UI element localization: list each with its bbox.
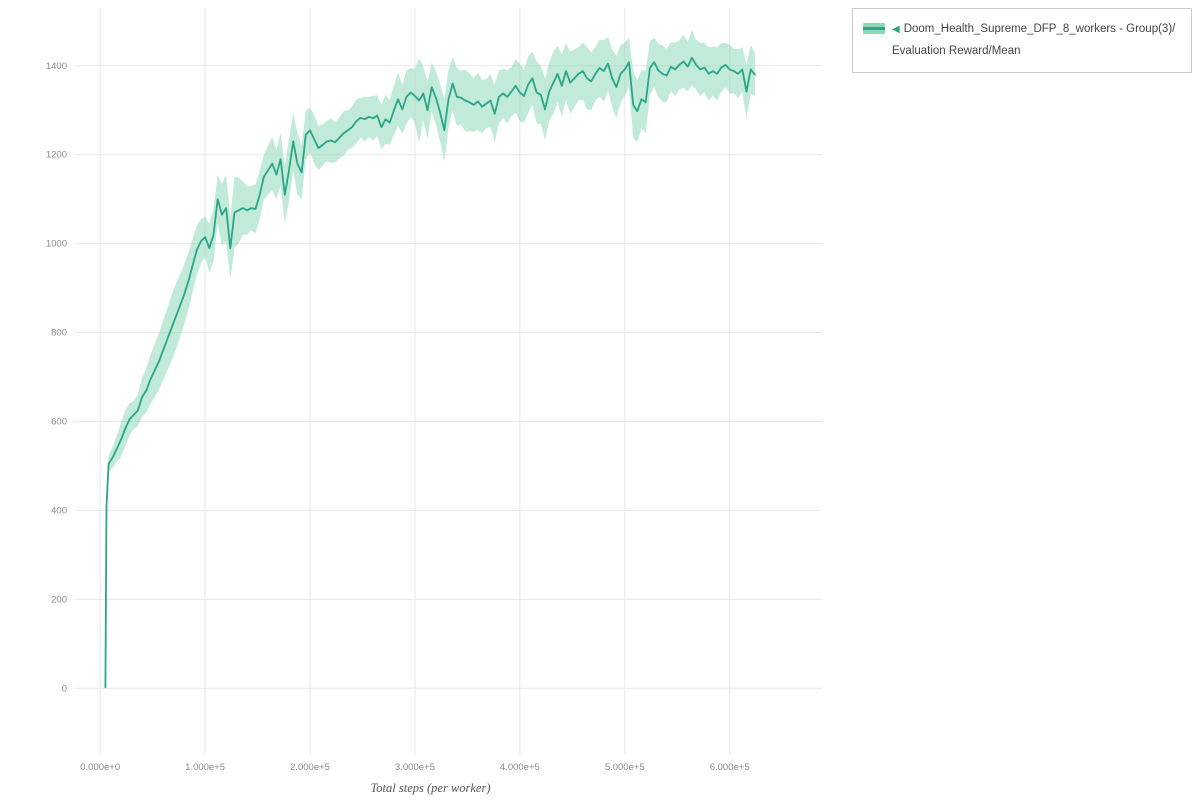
svg-text:400: 400 (51, 505, 67, 516)
svg-text:0.000e+0: 0.000e+0 (80, 762, 120, 773)
svg-text:1400: 1400 (46, 61, 67, 72)
legend-label: ◀ Doom_Health_Supreme_DFP_8_workers - Gro… (892, 18, 1181, 63)
legend-swatch-line-icon (863, 27, 885, 30)
legend-label-text: Doom_Health_Supreme_DFP_8_workers - Grou… (892, 23, 1176, 58)
series-band (105, 30, 755, 689)
legend-marker-icon[interactable]: ◀ (892, 24, 900, 35)
svg-text:3.000e+5: 3.000e+5 (395, 762, 435, 773)
legend: ◀ Doom_Health_Supreme_DFP_8_workers - Gro… (852, 8, 1192, 73)
svg-text:6.000e+5: 6.000e+5 (710, 762, 750, 773)
legend-item[interactable]: ◀ Doom_Health_Supreme_DFP_8_workers - Gro… (863, 18, 1181, 63)
gridlines (75, 8, 822, 755)
svg-text:2.000e+5: 2.000e+5 (290, 762, 330, 773)
svg-text:5.000e+5: 5.000e+5 (605, 762, 645, 773)
svg-text:200: 200 (51, 594, 67, 605)
svg-text:1.000e+5: 1.000e+5 (185, 762, 225, 773)
svg-text:1000: 1000 (46, 239, 67, 250)
svg-text:1200: 1200 (46, 150, 67, 161)
svg-text:800: 800 (51, 328, 67, 339)
svg-text:600: 600 (51, 417, 67, 428)
y-tick-labels: 0 200 400 600 800 1000 1200 1400 (46, 61, 67, 695)
legend-swatch-icon[interactable] (863, 23, 885, 34)
x-tick-labels: 0.000e+0 1.000e+5 2.000e+5 3.000e+5 4.000e+5… (80, 762, 749, 773)
svg-text:0: 0 (62, 683, 67, 694)
x-axis-title: Total steps (per worker) (370, 781, 490, 795)
svg-text:4.000e+5: 4.000e+5 (500, 762, 540, 773)
series-line (104, 56, 756, 689)
